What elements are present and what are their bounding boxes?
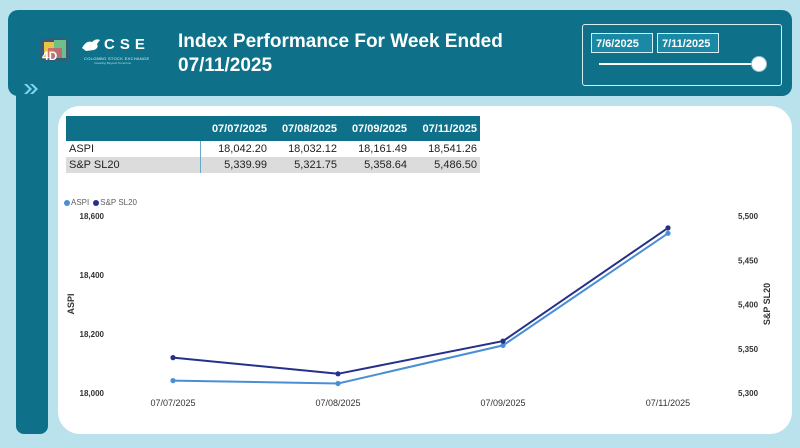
row-name: S&P SL20: [66, 157, 201, 173]
table-cell: 18,541.26: [428, 143, 477, 155]
legend-label-aspi: ASPI: [71, 198, 90, 207]
legend-label-sp-sl20: S&P SL20: [100, 198, 138, 207]
chart-legend: ASPI S&P SL20: [64, 198, 137, 207]
data-point-sp-sl20: [335, 371, 341, 377]
series-line-aspi: [172, 232, 669, 385]
data-point-aspi: [665, 230, 671, 236]
table-cell: 5,339.99: [200, 157, 270, 173]
table-cell: 18,161.49: [358, 143, 407, 155]
data-point-sp-sl20: [170, 355, 176, 361]
cse-subtitle: COLOMBO STOCK EXCHANGE: [84, 56, 150, 61]
table-row: S&P SL20 5,339.99 5,321.75 5,358.64 5,48…: [66, 157, 480, 173]
table-cell: 5,486.50: [410, 157, 480, 173]
date-to-input[interactable]: 7/11/2025: [657, 33, 719, 53]
y-left-tick-label: 18,000: [80, 389, 105, 398]
table-header-cell: [66, 116, 200, 141]
x-tick-label: 07/09/2025: [480, 398, 525, 408]
date-range-slicer: 7/6/2025 7/11/2025: [582, 24, 782, 86]
table-cell: 5,321.75: [270, 157, 340, 173]
y-right-tick-label: 5,400: [738, 301, 759, 310]
page-title: Index Performance For Week Ended 07/11/2…: [178, 30, 538, 78]
date-from-input[interactable]: 7/6/2025: [591, 33, 653, 53]
table-cell: 18,042.20: [218, 143, 267, 155]
y-left-tick-label: 18,200: [80, 330, 105, 339]
cse-logo: CSE COLOMBO STOCK EXCHANGE Investing Bey…: [80, 34, 162, 66]
y-left-tick-label: 18,600: [80, 212, 105, 221]
date-slider-handle[interactable]: [751, 56, 767, 72]
index-logo-icon: 4D: [40, 38, 70, 63]
index-table: 07/07/2025 07/08/2025 07/09/2025 07/11/2…: [66, 116, 481, 173]
table-header-cell: 07/08/2025: [270, 116, 340, 141]
cse-tagline: Investing Beyond Tomorrow: [94, 61, 131, 65]
x-tick-label: 07/08/2025: [315, 398, 360, 408]
series-line-sp-sl20: [172, 227, 669, 375]
y-left-tick-label: 18,400: [80, 271, 105, 280]
y-right-tick-label: 5,350: [738, 345, 759, 354]
y-right-tick-label: 5,500: [738, 212, 759, 221]
data-point-sp-sl20: [500, 338, 506, 344]
table-header-row: 07/07/2025 07/08/2025 07/09/2025 07/11/2…: [66, 116, 480, 141]
legend-item-aspi[interactable]: ASPI: [64, 198, 89, 207]
legend-item-sp-sl20[interactable]: S&P SL20: [93, 198, 137, 207]
y-left-axis-title: ASPI: [66, 293, 76, 314]
y-right-tick-label: 5,300: [738, 389, 759, 398]
data-point-sp-sl20: [665, 225, 671, 231]
svg-text:4D: 4D: [42, 49, 58, 63]
date-slider-track[interactable]: [599, 63, 759, 65]
data-point-aspi: [335, 380, 341, 387]
table-cell: 5,358.64: [340, 157, 410, 173]
data-point-aspi: [500, 342, 506, 348]
table-header-cell: 07/09/2025: [340, 116, 410, 141]
x-tick-label: 07/07/2025: [150, 398, 195, 408]
table-header-cell: 07/11/2025: [410, 116, 480, 141]
legend-dot-sp-sl20: [93, 200, 100, 206]
expand-chevron-icon[interactable]: [20, 82, 44, 96]
x-tick-label: 07/11/2025: [646, 398, 690, 408]
cse-letters: CSE: [104, 36, 150, 53]
row-name: ASPI: [66, 141, 201, 157]
sidebar-panel: [16, 78, 48, 434]
table-cell: 18,032.12: [288, 143, 337, 155]
legend-dot-aspi: [64, 200, 70, 206]
bull-icon: [82, 39, 100, 51]
y-right-tick-label: 5,450: [738, 256, 759, 265]
y-right-axis-title: S&P SL20: [762, 283, 772, 325]
data-point-aspi: [170, 378, 176, 384]
table-row: ASPI 18,042.20 18,032.12 18,161.49 18,54…: [66, 141, 480, 157]
title-line-1: Index Performance For Week Ended: [178, 31, 503, 52]
table-header-cell: 07/07/2025: [200, 116, 270, 141]
title-line-2: 07/11/2025: [178, 55, 273, 76]
